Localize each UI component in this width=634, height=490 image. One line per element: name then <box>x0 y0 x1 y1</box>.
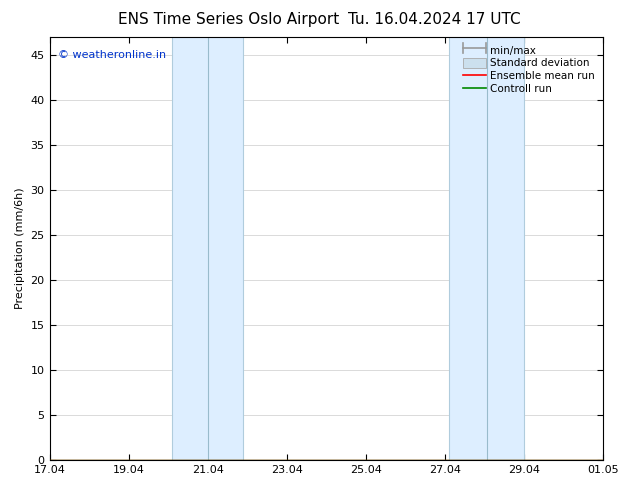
Bar <box>172 37 243 460</box>
Text: © weatheronline.in: © weatheronline.in <box>58 50 166 60</box>
Y-axis label: Precipitation (mm/6h): Precipitation (mm/6h) <box>15 188 25 309</box>
Text: Tu. 16.04.2024 17 UTC: Tu. 16.04.2024 17 UTC <box>348 12 521 27</box>
Legend: min/max, Standard deviation, Ensemble mean run, Controll run: min/max, Standard deviation, Ensemble me… <box>460 42 598 97</box>
Bar <box>449 37 524 460</box>
Text: ENS Time Series Oslo Airport: ENS Time Series Oslo Airport <box>118 12 339 27</box>
